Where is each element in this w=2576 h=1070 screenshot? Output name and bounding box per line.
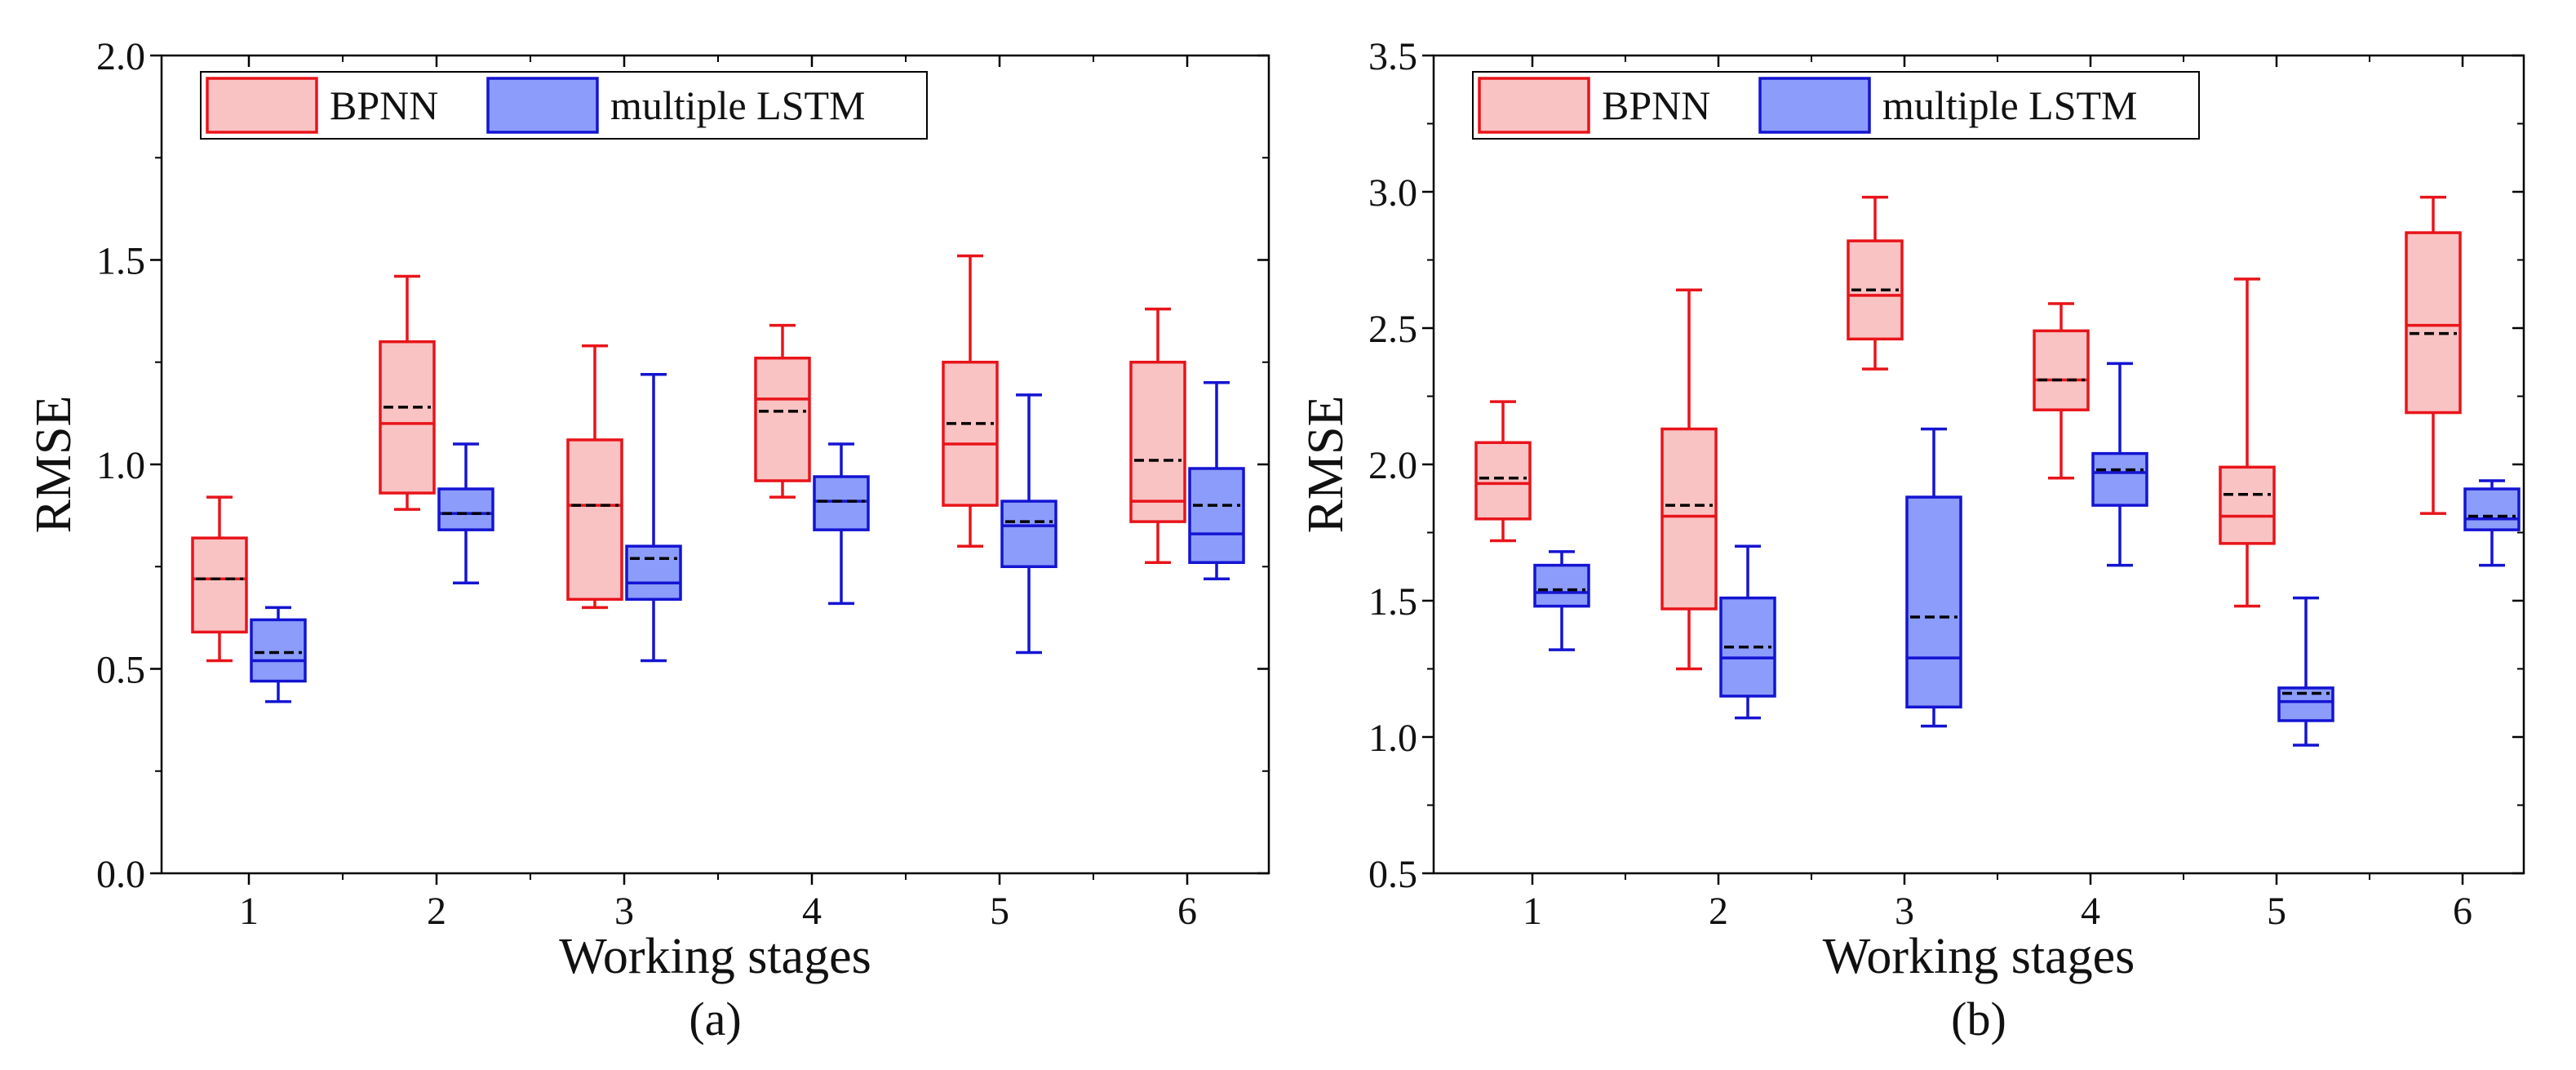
y-tick-label: 0.5 [1368,853,1417,896]
box-iqr [379,340,436,495]
panel-label: (a) [689,992,741,1046]
plot-frame [1432,54,2525,875]
box-lstm-stage-1 [1533,550,1590,651]
y-tick-label: 1.5 [1368,580,1417,624]
y-tick-label: 1.0 [1368,717,1417,760]
box-iqr [2033,329,2090,411]
box-bpnn-stage-1 [1474,400,1532,543]
panel-a: 0.0 0.5 1.0 1.5 2.0 1 2 3 4 5 6 BPNN multiple LSTM Wo… [26,35,1270,1046]
box-iqr [754,356,811,482]
legend-label-lstm: multiple LSTM [610,82,866,128]
plot-frame [160,54,1270,875]
box-iqr [191,536,248,634]
x-tick-label: 2 [427,890,446,933]
x-tick-label: 1 [239,890,259,933]
box-lstm-stage-5 [2277,596,2334,747]
x-tick-label: 4 [802,890,822,933]
box-bpnn-stage-6 [2405,195,2462,515]
x-axis-title: Working stages [1823,929,2135,984]
legend-label-bpnn: BPNN [1602,82,1710,128]
box-iqr [566,438,623,602]
box-lstm-stage-4 [813,442,870,606]
y-tick-label: 2.0 [1368,444,1417,487]
box-iqr [2405,231,2462,415]
box-lstm-stage-6 [1188,381,1245,581]
box-iqr [2091,451,2148,507]
x-tick-label: 2 [1709,890,1728,933]
x-tick-label: 5 [990,890,1009,933]
box-lstm-stage-2 [1719,544,1776,720]
legend-swatch-lstm [1758,77,1871,134]
y-tick-label: 3.0 [1368,171,1417,215]
y-tick-label: 0.5 [96,649,145,692]
x-tick-label: 4 [2081,890,2100,933]
box-bpnn-stage-3 [1847,195,1904,371]
box-lstm-stage-3 [1905,427,1962,728]
box-iqr [250,618,307,683]
x-tick-label: 6 [1177,890,1197,933]
x-tick-label: 1 [1523,890,1542,933]
box-bpnn-stage-5 [2219,277,2276,608]
box-bpnn-stage-3 [566,344,623,610]
box-iqr [1188,467,1245,564]
y-tick-label: 1.0 [96,444,145,487]
panel-label: (b) [1951,992,2006,1046]
x-tick-label: 5 [2267,890,2286,933]
x-tick-label: 3 [614,890,634,933]
box-iqr [1474,441,1532,521]
box-bpnn-stage-5 [942,254,999,548]
x-axis-title: Working stages [559,929,871,984]
box-lstm-stage-2 [437,442,494,585]
box-iqr [2219,465,2276,545]
legend: BPNN multiple LSTM [1472,71,2200,140]
panel-b: 0.5 1.0 1.5 2.0 2.5 3.0 3.5 1 2 3 4 5 6 BPNN multiple … [1298,35,2525,1046]
box-iqr [1129,361,1186,523]
legend-swatch-lstm [486,77,599,134]
box-lstm-stage-1 [250,606,307,704]
box-iqr [437,487,494,531]
box-lstm-stage-6 [2463,479,2521,567]
box-lstm-stage-3 [625,373,682,663]
legend-label-lstm: multiple LSTM [1882,82,2138,128]
y-tick-label: 0.0 [96,853,145,896]
x-tick-label: 3 [1895,890,1914,933]
y-tick-label: 3.5 [1368,35,1417,78]
y-tick-label: 2.0 [96,35,145,78]
y-axis-title: RMSE [1298,396,1354,534]
box-iqr [625,544,682,602]
box-iqr [942,361,999,507]
box-lstm-stage-5 [1000,393,1057,655]
box-iqr [1533,563,1590,608]
y-tick-label: 1.5 [96,240,145,283]
legend-swatch-bpnn [206,77,318,134]
y-tick-label: 2.5 [1368,308,1417,351]
box-bpnn-stage-4 [754,323,811,499]
legend: BPNN multiple LSTM [200,71,928,140]
box-bpnn-stage-6 [1129,307,1186,564]
box-bpnn-stage-2 [379,274,436,511]
x-tick-label: 6 [2453,890,2472,933]
box-iqr [1000,499,1057,569]
box-iqr [813,475,870,531]
box-iqr [2463,487,2521,531]
box-bpnn-stage-2 [1660,288,1718,671]
box-bpnn-stage-4 [2033,302,2090,480]
legend-swatch-bpnn [1478,77,1590,134]
y-axis-title: RMSE [26,396,82,534]
box-iqr [1660,427,1718,610]
box-bpnn-stage-1 [191,495,248,663]
legend-label-bpnn: BPNN [330,82,438,128]
box-lstm-stage-4 [2091,362,2148,567]
box-iqr [1905,495,1962,709]
